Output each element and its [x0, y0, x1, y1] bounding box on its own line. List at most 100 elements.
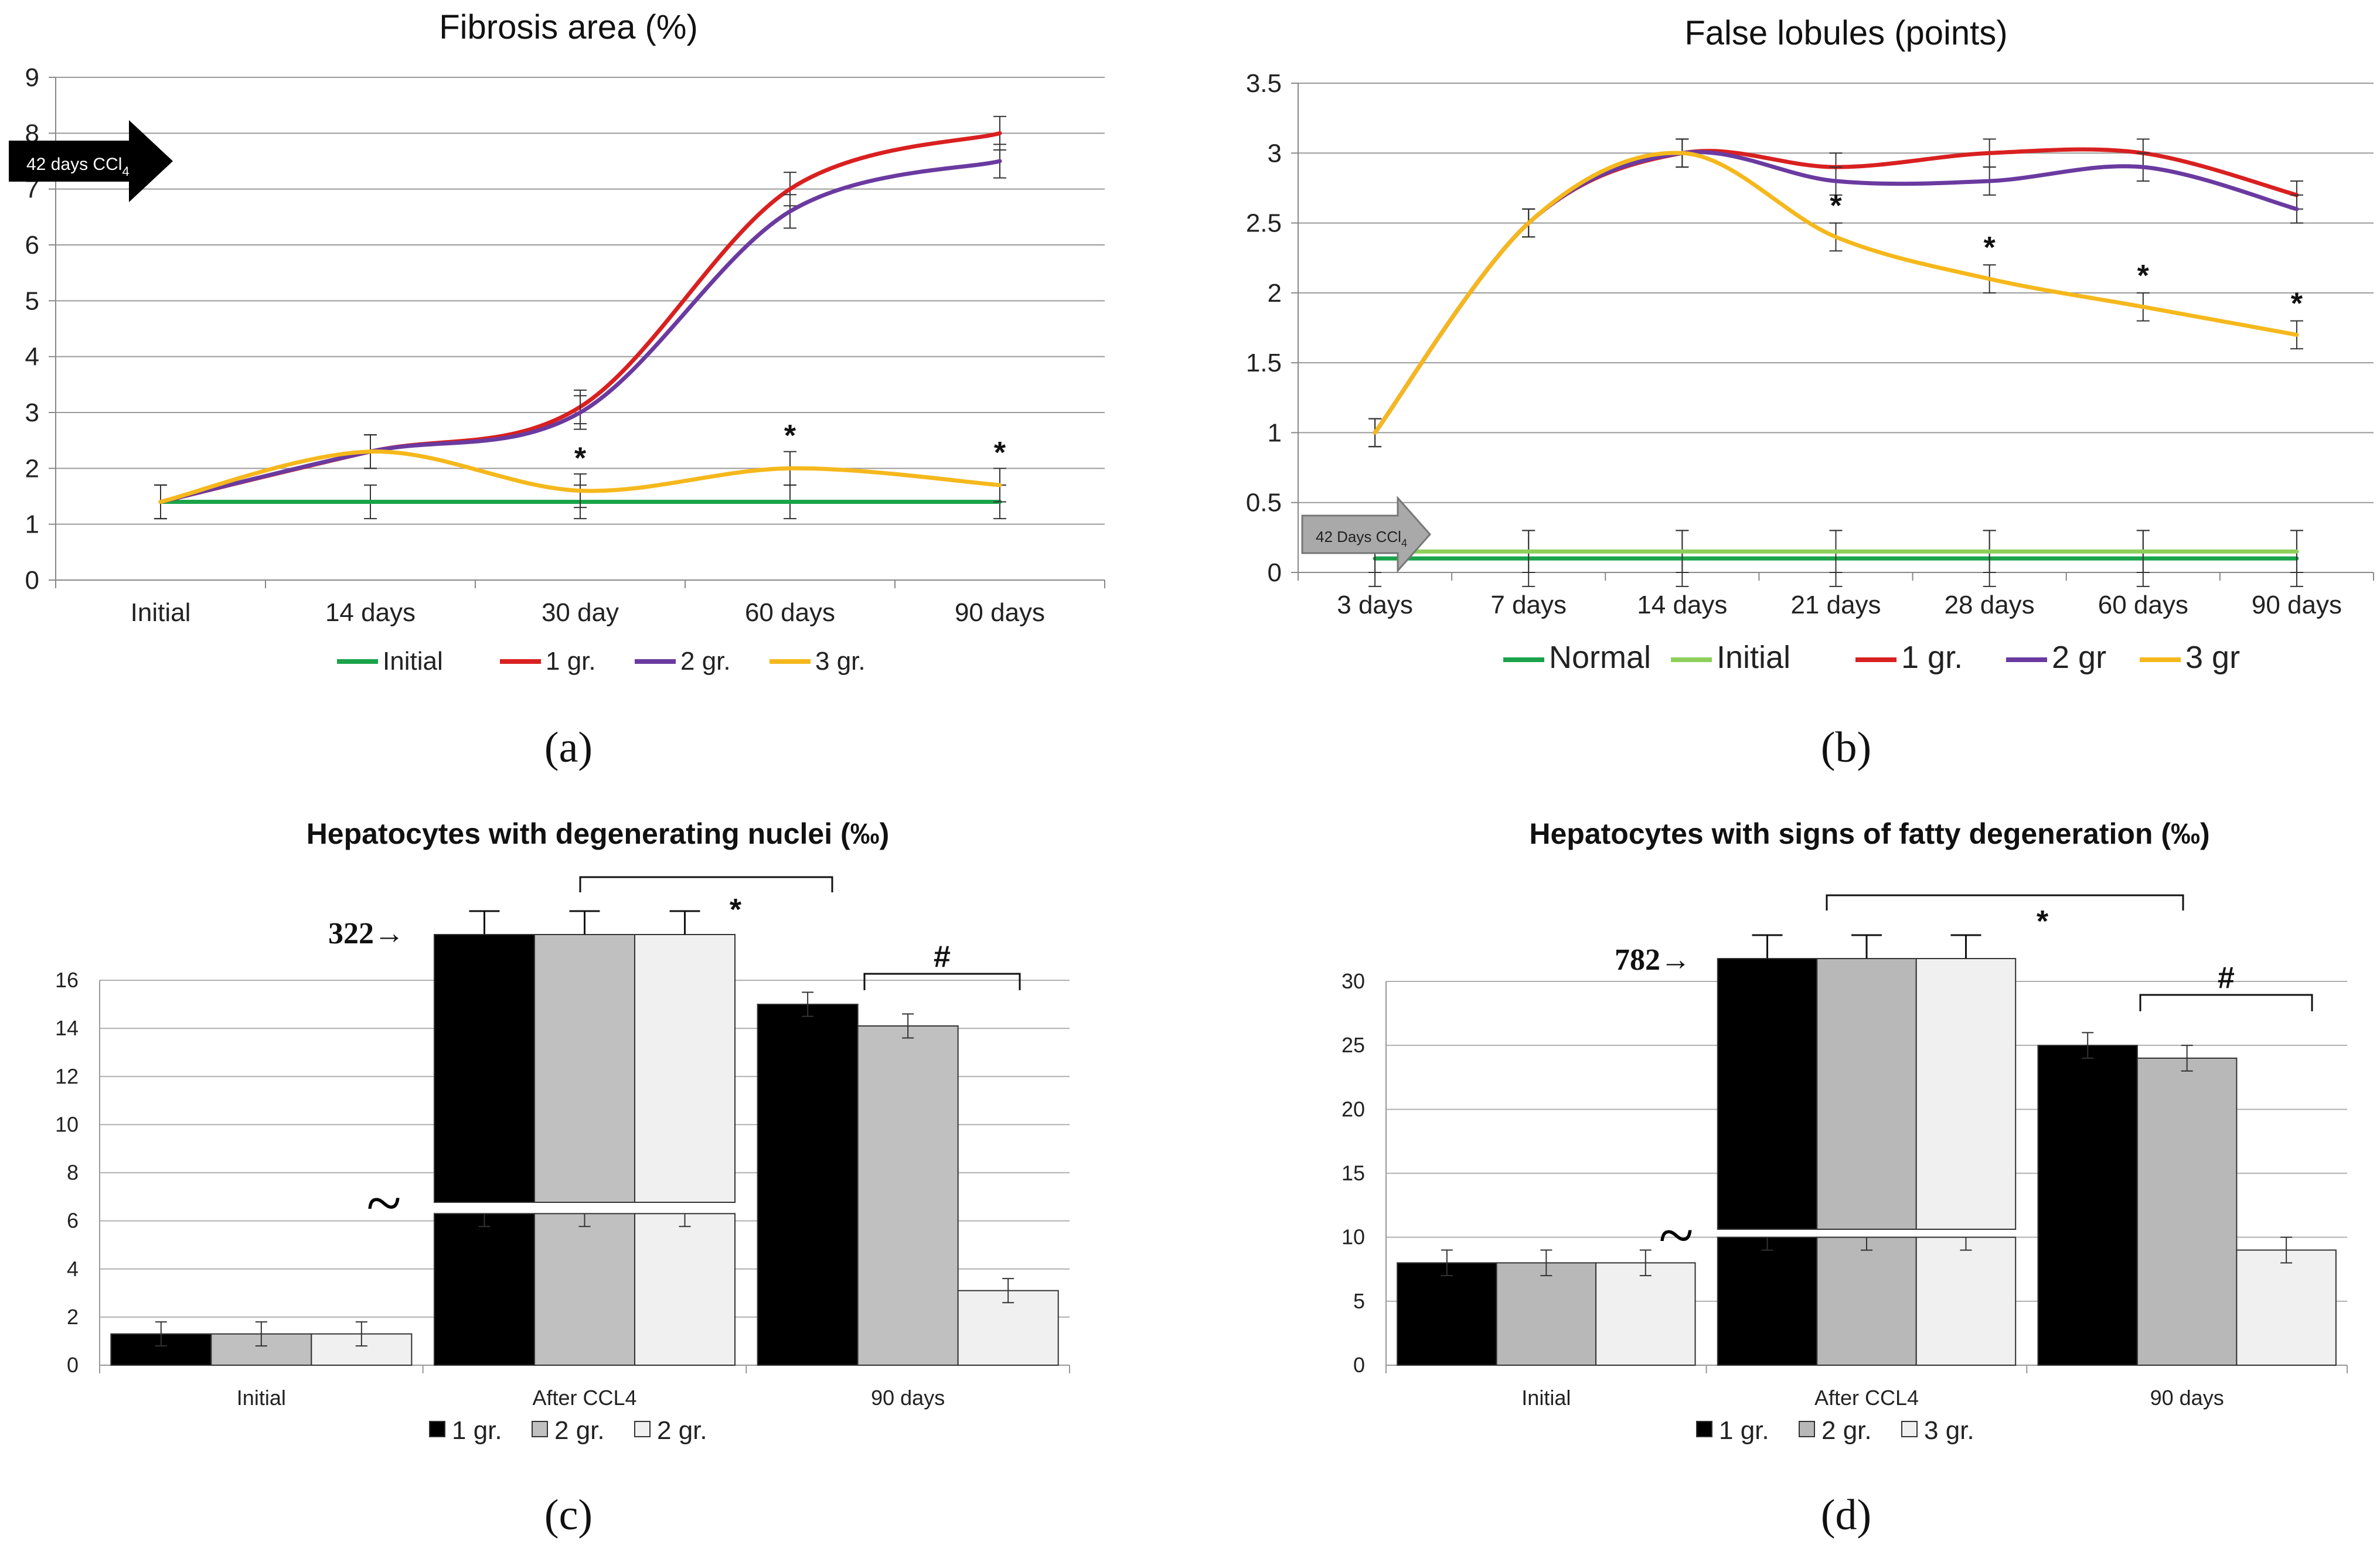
y-tick-label: 0: [25, 566, 39, 595]
chart-b-panel-label: (b): [1821, 724, 1871, 772]
bar-lower-segment: [433, 1213, 535, 1366]
x-tick-label: Initial: [237, 1386, 286, 1410]
x-tick-label: After CCL4: [532, 1386, 636, 1410]
y-tick-label: 0: [1268, 558, 1282, 587]
legend-item: 1 gr.: [429, 1416, 502, 1445]
bar-lower-segment: [533, 1213, 636, 1366]
chart-d-legend: 1 gr. 2 gr. 3 gr.: [1696, 1416, 1974, 1445]
x-tick-label: 14 days: [1637, 591, 1727, 619]
bar-group: [2236, 1236, 2337, 1366]
y-tick-label: 4: [25, 343, 39, 371]
x-tick-label: Initial: [131, 598, 191, 627]
y-tick-label: 15: [1341, 1161, 1365, 1185]
arrow-note-subscript: 4: [1401, 537, 1407, 549]
legend-swatch: [429, 1421, 445, 1437]
bar: [2136, 1058, 2238, 1366]
legend-item: 2 gr.: [634, 1416, 707, 1445]
chart-c-xticks: Initial After CCL4 90 days: [237, 1386, 945, 1410]
legend-item: 3 gr.: [770, 647, 866, 676]
y-tick-label: 9: [25, 63, 39, 92]
arrow-note-text: 42 Days CCl: [1316, 528, 1401, 545]
chart-c-panel-label: (c): [544, 1491, 593, 1539]
y-tick-label: 0.5: [1246, 489, 1282, 517]
bar-group: [1496, 1249, 1597, 1366]
y-tick-label: 0: [67, 1353, 79, 1377]
bar-upper-segment: [433, 934, 535, 1203]
bracket-line: [863, 973, 1021, 990]
chart-c-axis-break: ~: [366, 1167, 401, 1239]
legend-item: Normal: [1503, 640, 1651, 675]
y-tick-label: 5: [25, 287, 39, 315]
chart-c-yticks: 0 2 4 6 8 10 12 14 16: [55, 968, 79, 1377]
chart-c: Hepatocytes with degenerating nuclei (‰)…: [55, 817, 1070, 1539]
chart-d-broken-value-label: 782→: [1615, 943, 1691, 977]
bracket-label: *: [2037, 905, 2049, 939]
chart-d-yticks: 0 5 10 15 20 25 30: [1341, 969, 1365, 1377]
y-tick-label: 1.5: [1246, 349, 1282, 377]
chart-a-panel-label: (a): [544, 724, 593, 772]
legend-swatch: [634, 1421, 651, 1437]
x-tick-label: 28 days: [1945, 591, 2035, 619]
bracket-label: #: [2218, 961, 2235, 995]
significance-star: *: [1830, 189, 1842, 223]
y-tick-label: 2.5: [1246, 209, 1282, 238]
bracket-line: [2139, 994, 2313, 1011]
chart-c-broken-value-label: 322→: [328, 917, 404, 950]
bar-group: [757, 991, 859, 1366]
bar-upper-segment: [533, 934, 636, 1203]
bracket-label: #: [934, 940, 951, 974]
legend-label: 1 gr.: [452, 1416, 502, 1445]
significance-star: *: [574, 441, 587, 475]
bar-upper-segment: [634, 934, 736, 1203]
arrow-shape: [1301, 496, 1432, 573]
significance-bracket: #: [863, 940, 1021, 990]
chart-b-yticks: 0 0.5 1 1.5 2 2.5 3 3.5: [1246, 69, 1282, 587]
chart-a-grid: [49, 77, 1105, 588]
chart-d-xticks: Initial After CCL4 90 days: [1521, 1386, 2224, 1410]
significance-star: *: [2291, 287, 2303, 321]
x-tick-label: 7 days: [1490, 591, 1567, 619]
bar-group: [1595, 1249, 1696, 1366]
bar-group: [1717, 934, 1818, 1366]
y-tick-label: 6: [67, 1209, 79, 1233]
legend-item: 3 gr: [2140, 640, 2240, 675]
chart-b-grid: [1291, 83, 2374, 581]
x-tick-label: 90 days: [871, 1386, 945, 1410]
chart-b-series: [1368, 138, 2303, 587]
chart-d-bars: [1397, 934, 2337, 1366]
series-line: [158, 159, 1002, 504]
bar-lower-segment: [1816, 1236, 1917, 1366]
chart-a-title: Fibrosis area (%): [439, 8, 698, 46]
bar: [2037, 1045, 2138, 1366]
legend-label: Normal: [1549, 640, 1651, 675]
legend-label: 3 gr.: [815, 647, 866, 676]
bar-group: [1816, 934, 1917, 1366]
legend-item: 1 gr.: [1696, 1416, 1769, 1445]
legend-label: 1 gr.: [1901, 640, 1963, 675]
bar-group: [857, 1013, 959, 1366]
x-tick-label: 3 days: [1337, 591, 1413, 619]
bar-lower-segment: [1717, 1236, 1818, 1366]
x-tick-label: 30 day: [542, 598, 619, 627]
y-tick-label: 1: [1268, 418, 1282, 447]
significance-bracket: *: [579, 876, 833, 927]
significance-star: *: [2137, 259, 2150, 293]
legend-item: 2 gr.: [1799, 1416, 1872, 1445]
y-tick-label: 12: [55, 1064, 79, 1088]
legend-label: Initial: [383, 647, 443, 676]
legend-label: 1 gr.: [1719, 1416, 1769, 1445]
legend-item: 1 gr.: [1855, 640, 1963, 675]
chart-c-brackets: *#: [579, 876, 1021, 990]
legend-label: 2 gr.: [554, 1416, 605, 1445]
chart-b-stars: * * * *: [1830, 189, 2303, 321]
legend-item: 2 gr.: [635, 647, 731, 676]
bracket-label: *: [730, 893, 742, 927]
chart-d-brackets: *#: [1826, 894, 2313, 1011]
significance-star: *: [784, 419, 796, 453]
legend-item: 2 gr.: [532, 1416, 605, 1445]
arrow-shape: [9, 120, 173, 202]
bar-group: [957, 1278, 1059, 1366]
legend-label: 2 gr.: [1821, 1416, 1872, 1445]
